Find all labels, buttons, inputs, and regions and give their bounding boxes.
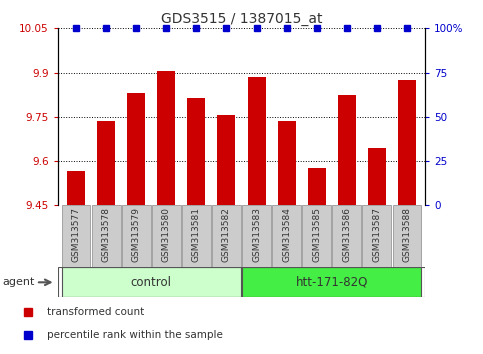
Text: GSM313582: GSM313582 — [222, 207, 231, 262]
Bar — [368, 148, 386, 205]
Bar — [362, 205, 391, 267]
Text: GSM313580: GSM313580 — [162, 207, 171, 262]
Text: GSM313577: GSM313577 — [71, 207, 81, 262]
Bar — [393, 205, 422, 267]
Text: GSM313583: GSM313583 — [252, 207, 261, 262]
Text: GSM313586: GSM313586 — [342, 207, 351, 262]
Bar — [67, 171, 85, 205]
Bar — [247, 77, 266, 205]
Bar — [187, 98, 205, 205]
Bar — [242, 205, 271, 267]
Text: GSM313584: GSM313584 — [282, 207, 291, 262]
Bar — [217, 115, 236, 205]
Text: htt-171-82Q: htt-171-82Q — [296, 276, 368, 289]
Bar — [242, 267, 422, 297]
Bar — [302, 205, 331, 267]
Text: GSM313579: GSM313579 — [132, 207, 141, 262]
Bar — [127, 93, 145, 205]
Text: transformed count: transformed count — [47, 307, 144, 318]
Bar — [157, 71, 175, 205]
Bar — [122, 205, 151, 267]
Bar — [182, 205, 211, 267]
Text: GSM313587: GSM313587 — [372, 207, 382, 262]
Bar — [61, 205, 90, 267]
Bar — [92, 205, 121, 267]
Bar — [332, 205, 361, 267]
Bar — [308, 169, 326, 205]
Bar — [212, 205, 241, 267]
Text: GSM313588: GSM313588 — [402, 207, 412, 262]
Bar — [272, 205, 301, 267]
Text: percentile rank within the sample: percentile rank within the sample — [47, 330, 223, 341]
Text: GSM313581: GSM313581 — [192, 207, 201, 262]
Text: GSM313585: GSM313585 — [312, 207, 321, 262]
Bar — [152, 205, 181, 267]
Bar — [61, 267, 241, 297]
Title: GDS3515 / 1387015_at: GDS3515 / 1387015_at — [161, 12, 322, 26]
Text: agent: agent — [2, 277, 35, 287]
Bar — [278, 121, 296, 205]
Bar — [398, 80, 416, 205]
Bar — [97, 121, 115, 205]
Bar — [338, 95, 356, 205]
Text: control: control — [131, 276, 172, 289]
Text: GSM313578: GSM313578 — [101, 207, 111, 262]
